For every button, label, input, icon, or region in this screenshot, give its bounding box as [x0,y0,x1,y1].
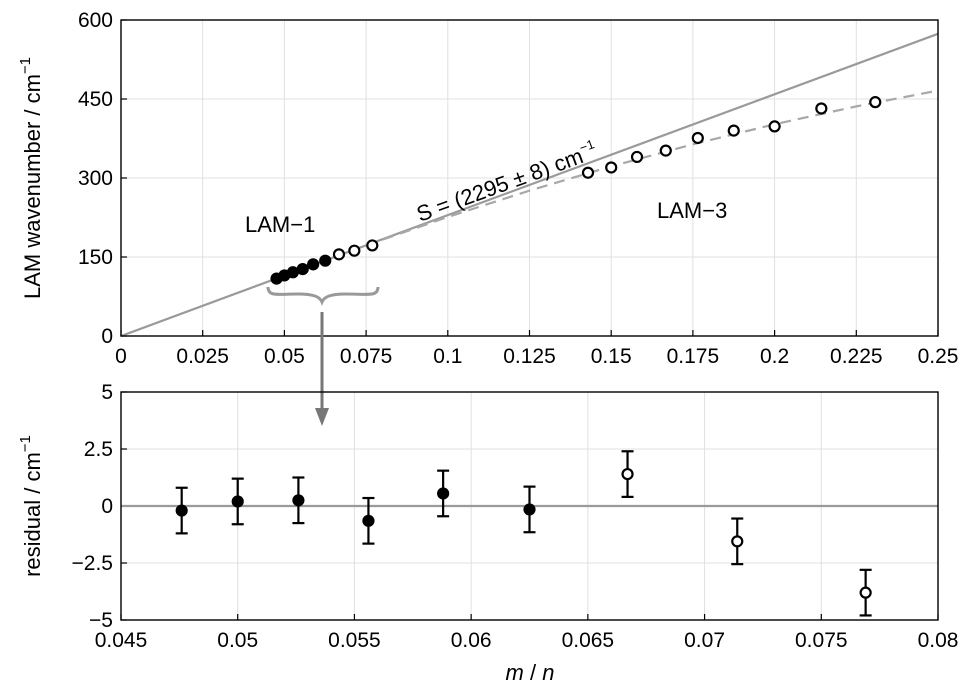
bottom-y-tick-label: 2.5 [84,438,113,461]
open-point [332,248,346,261]
bottom-panel: 0.045 0.05 0.055 0.06 0.065 0.07 0.075 0.08 −5−… [17,381,958,685]
open-point [727,124,740,137]
residual-point-filled [292,494,305,507]
bottom-x-tick-label: 0.08 [918,629,959,652]
top-x-tick-label: 0.1 [433,345,462,368]
bottom-plot-frame [120,391,939,621]
top-x-tick-label: 0.125 [503,345,556,368]
top-fit-lines [120,32,939,338]
bottom-y-tick-label: −2.5 [72,552,113,575]
top-x-tick-labels: 0 0.025 0.05 0.075 0.1 0.125 0.15 0.175 0.2 0.225… [115,345,958,368]
top-x-tick-label: 0.025 [176,345,229,368]
bottom-x-tick-label: 0.06 [451,629,492,652]
top-data-points [270,96,882,285]
top-y-tick-label: 450 [78,88,113,111]
residual-point-open [731,535,744,548]
top-plot-frame [120,19,939,337]
bottom-y-tick-label: 0 [101,495,113,518]
top-x-tick-label: 0.15 [591,345,632,368]
top-x-tick-label: 0.05 [264,345,305,368]
residual-point-filled [437,487,450,500]
top-x-tick-label: 0.175 [667,345,720,368]
bottom-x-tick-label: 0.075 [795,629,848,652]
residual-point-open [621,467,634,481]
top-x-tick-label: 0.075 [340,345,393,368]
open-point [659,144,672,157]
residual-points [175,450,872,617]
top-y-tick-label: 0 [101,325,113,348]
bottom-x-tick-label: 0.045 [95,629,148,652]
top-panel: 0 0.025 0.05 0.075 0.1 0.125 0.15 0.175 0.2 0.225… [17,9,958,426]
lam1-point [296,263,309,276]
bottom-x-tick-label: 0.07 [684,629,725,652]
residual-point-open [859,586,872,599]
dashed-fit-curve [365,89,939,247]
open-point [691,131,704,145]
lam1-point [319,254,332,267]
bottom-y-tick-label: 5 [101,381,113,404]
top-y-tick-label: 150 [78,246,113,269]
zoom-arrow-head [315,408,329,426]
top-y-tick-labels: 0 150 300 450 600 [78,9,113,348]
open-point [605,161,618,174]
bottom-x-tick-label: 0.055 [328,629,381,652]
bottom-y-tick-labels: −5 −2.5 0 2.5 5 [72,381,113,632]
lam1-brace [266,286,380,307]
bottom-y-tick-label: −5 [89,609,113,632]
top-x-tick-label: 0.2 [760,345,789,368]
lam1-point [286,266,299,279]
slope-annotation: S = (2295 ± 8) cm−1 [412,136,600,226]
fit-line [120,32,939,338]
open-point [768,120,781,133]
top-x-tick-label: 0 [115,345,127,368]
residual-point-filled [175,504,188,517]
open-point [581,166,595,179]
open-point [815,102,828,115]
residual-point-filled [523,503,536,516]
lam1-label: LAM−1 [245,212,315,237]
top-x-tick-label: 0.225 [830,345,883,368]
open-point [630,150,644,164]
open-point [869,96,882,109]
lam1-point [307,258,320,271]
bottom-x-tick-label: 0.05 [217,629,258,652]
bottom-x-tick-label: 0.065 [562,629,615,652]
bottom-x-tick-labels: 0.045 0.05 0.055 0.06 0.065 0.07 0.075 0.08 [95,629,959,652]
lam3-label: LAM−3 [657,198,727,223]
top-y-axis-label: LAM wavenumber / cm−1 [17,57,45,299]
residual-point-filled [231,495,244,508]
bottom-y-axis-label: residual / cm−1 [17,435,45,577]
top-x-tick-label: 0.25 [918,345,959,368]
open-point [366,239,379,252]
residual-point-filled [362,514,375,527]
bottom-x-axis-label: m / n [506,660,555,685]
top-y-tick-label: 300 [78,167,113,190]
open-point [348,244,361,257]
top-y-tick-label: 600 [78,9,113,32]
